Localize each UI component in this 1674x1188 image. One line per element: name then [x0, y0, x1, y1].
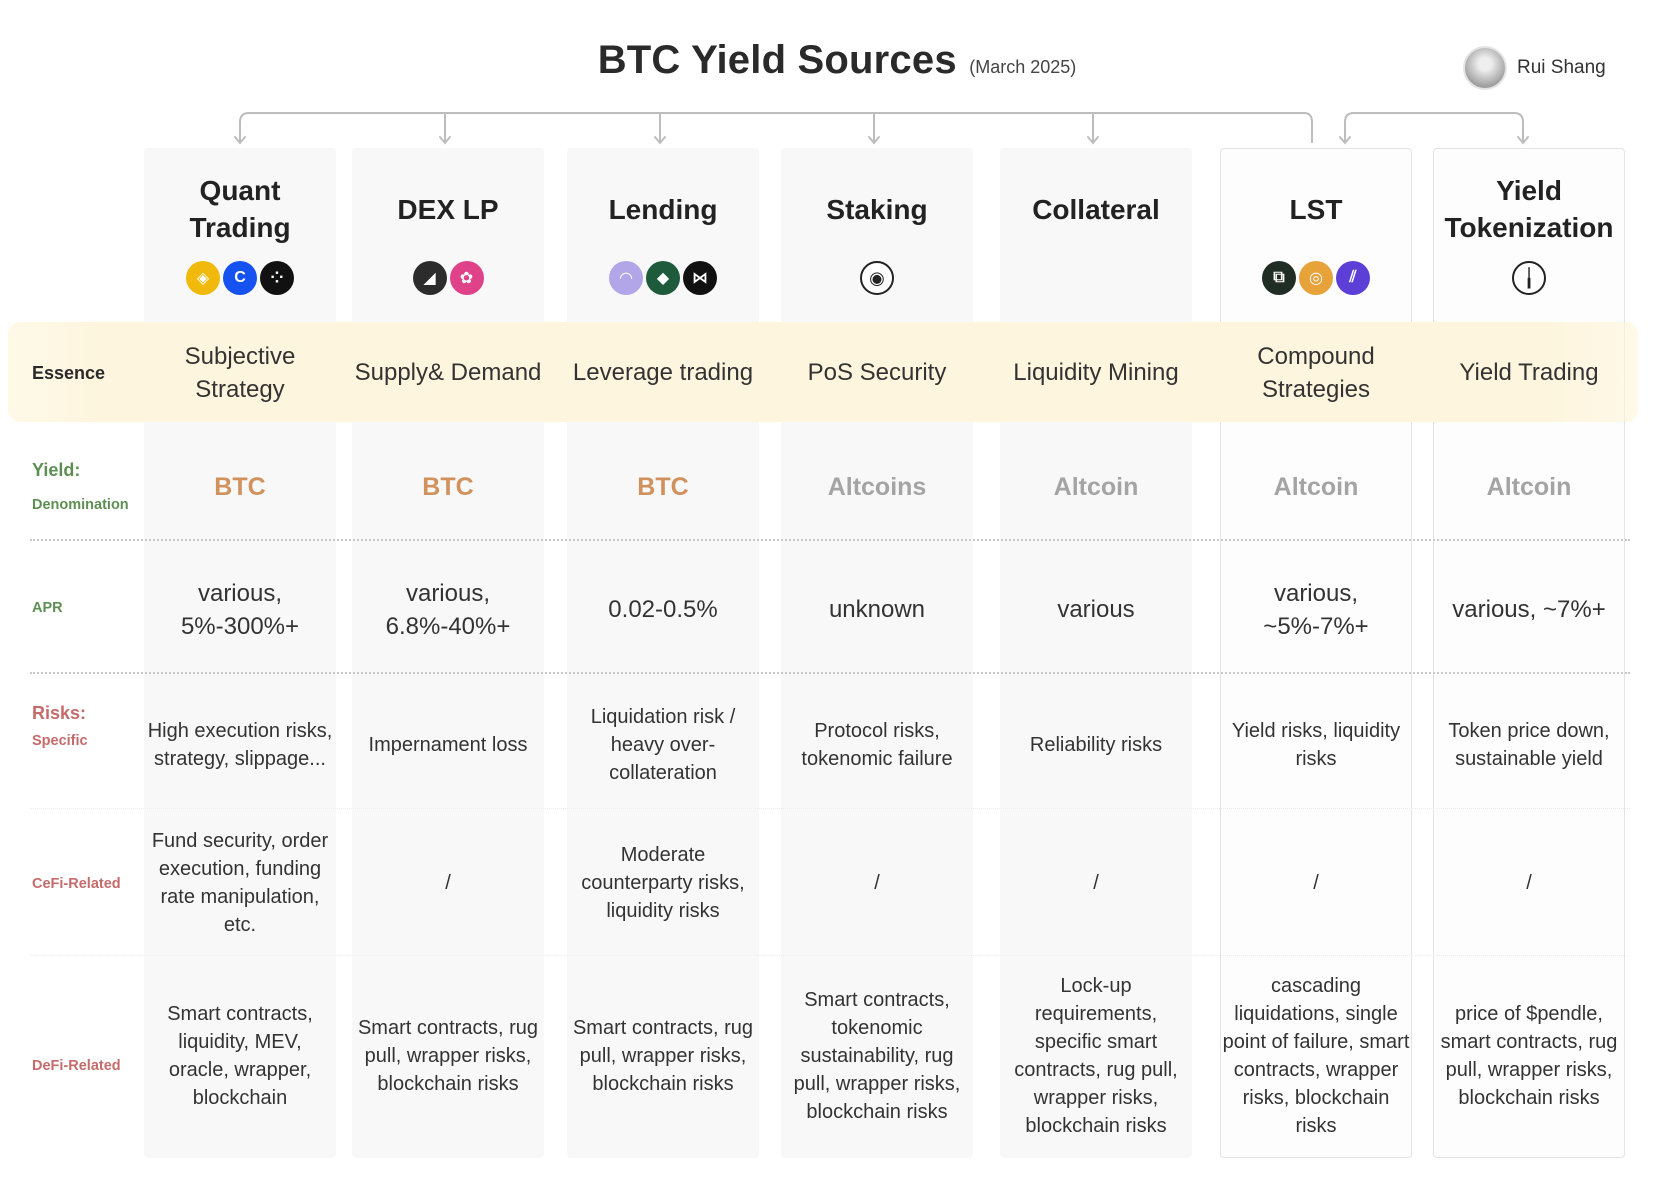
row-label-apr: APR	[32, 600, 63, 616]
denom-cell-dex-lp: BTC	[422, 472, 474, 501]
defi-cell-lst: cascading liquidations, single point of …	[1222, 975, 1410, 1137]
column-bg-lending	[567, 148, 759, 1158]
column-bg-collateral	[1000, 148, 1192, 1158]
row-label-essence: Essence	[32, 363, 106, 383]
essence-cell-dex-lp: Supply& Demand	[354, 359, 542, 387]
row-divider	[30, 539, 1630, 541]
okx-icon: ⁘	[260, 261, 294, 295]
apr-cell-collateral: various	[1057, 596, 1135, 624]
pendle-icon: ╽	[1512, 261, 1546, 295]
uniswap-icon: ✿	[449, 261, 484, 295]
specific-cell-dex-lp: Impernament loss	[368, 734, 528, 756]
column-header-quant-trading: Quant Trading	[189, 175, 291, 243]
staking-protocol-icon: ◉	[860, 261, 894, 295]
specific-cell-collateral: Reliability risks	[1029, 734, 1163, 756]
defi-cell-yield-tokenization: price of $pendle, smart contracts, rug p…	[1440, 1003, 1618, 1109]
denom-cell-staking: Altcoins	[827, 472, 927, 501]
column-bg-quant	[144, 148, 336, 1158]
essence-cell-lst: Compound Strategies	[1257, 342, 1375, 403]
page-title: BTC Yield Sources	[597, 38, 957, 82]
row-label-cefi: CeFi-Related	[32, 876, 121, 892]
cefi-cell-lending: Moderate counterparty risks, liquidity r…	[581, 844, 745, 922]
cefi-cell-yield-tokenization: /	[1526, 872, 1532, 894]
row-divider	[30, 808, 1630, 809]
page-header: BTC Yield Sources (March 2025)	[0, 38, 1674, 83]
specific-cell-quant-trading: High execution risks, strategy, slippage…	[147, 720, 333, 770]
author-credit: Rui Shang	[1463, 46, 1606, 90]
column-bg-yield-tokenization	[1433, 148, 1625, 1158]
defi-cell-staking: Smart contracts, tokenomic sustainabilit…	[793, 989, 961, 1123]
row-label-denomination: Denomination	[32, 497, 129, 513]
specific-cell-staking: Protocol risks, tokenomic failure	[801, 720, 953, 770]
defi-cell-dex-lp: Smart contracts, rug pull, wrapper risks…	[357, 1017, 539, 1095]
row-divider	[30, 672, 1630, 674]
logo-group-lst: ⧉ ◎ ⫽	[1218, 260, 1414, 296]
column-header-yield-tokenization: Yield Tokenization	[1444, 175, 1614, 243]
column-bg-staking	[781, 148, 973, 1158]
specific-cell-lst: Yield risks, liquidity risks	[1231, 720, 1401, 770]
cefi-cell-quant-trading: Fund security, order execution, funding …	[151, 830, 329, 936]
row-label-specific: Specific	[32, 733, 88, 749]
lst-orange-icon: ◎	[1299, 261, 1333, 295]
essence-band	[8, 322, 1638, 422]
specific-cell-lending: Liquidation risk / heavy over-collaterat…	[590, 706, 736, 784]
row-label-yield: Yield:	[32, 460, 81, 480]
specific-cell-yield-tokenization: Token price down, sustainable yield	[1448, 720, 1610, 770]
column-header-lst: LST	[1289, 193, 1343, 225]
essence-cell-lending: Leverage trading	[572, 359, 754, 387]
avatar	[1463, 46, 1507, 90]
lending-butterfly-icon: ⋈	[683, 261, 717, 295]
logo-group-yield-tokenization: ╽	[1431, 260, 1627, 296]
column-header-collateral: Collateral	[1032, 193, 1160, 225]
row-label-risks: Risks:	[32, 703, 87, 723]
logo-group-dex-lp: ◢ ✿	[350, 260, 546, 296]
cefi-cell-dex-lp: /	[445, 872, 451, 894]
lst-purple-icon: ⫽	[1336, 261, 1370, 295]
defi-cell-quant-trading: Smart contracts, liquidity, MEV, oracle,…	[167, 1003, 313, 1109]
column-header-staking: Staking	[826, 193, 928, 225]
denom-cell-quant-trading: BTC	[214, 472, 266, 501]
essence-cell-yield-tokenization: Yield Trading	[1459, 359, 1599, 387]
apr-cell-yield-tokenization: various, ~7%+	[1452, 596, 1606, 624]
cefi-cell-lst: /	[1313, 872, 1319, 894]
bracket-connectors	[234, 112, 1529, 145]
denom-cell-collateral: Altcoin	[1053, 472, 1139, 501]
apr-cell-lst: various, ~5%-7%+	[1263, 579, 1369, 640]
column-bg-lst	[1220, 148, 1412, 1158]
page-subtitle: (March 2025)	[969, 57, 1077, 77]
lending-purple-icon: ◠	[609, 261, 643, 295]
cefi-cell-staking: /	[874, 872, 880, 894]
essence-cell-collateral: Liquidity Mining	[1013, 359, 1179, 387]
essence-cell-staking: PoS Security	[807, 359, 947, 387]
binance-icon: ◈	[186, 261, 220, 295]
defi-cell-collateral: Lock-up requirements, specific smart con…	[1014, 975, 1178, 1137]
denom-cell-lending: BTC	[637, 472, 689, 501]
coinbase-icon: C	[223, 261, 257, 295]
cefi-cell-collateral: /	[1093, 872, 1099, 894]
row-divider	[30, 955, 1630, 956]
logo-group-staking: ◉	[779, 260, 975, 296]
defi-cell-lending: Smart contracts, rug pull, wrapper risks…	[572, 1017, 754, 1095]
apr-cell-quant-trading: various, 5%-300%+	[180, 579, 300, 640]
denom-cell-yield-tokenization: Altcoin	[1486, 472, 1572, 501]
essence-cell-quant-trading: Subjective Strategy	[184, 342, 296, 403]
apr-cell-lending: 0.02-0.5%	[608, 596, 718, 624]
apr-cell-staking: unknown	[828, 596, 926, 624]
column-header-dex-lp: DEX LP	[397, 193, 499, 225]
column-bg-dex	[352, 148, 544, 1158]
lending-green-icon: ◆	[646, 261, 680, 295]
logo-group-quant-trading: ◈ C ⁘	[142, 260, 338, 296]
dex-black-icon: ◢	[412, 261, 447, 295]
lst-dark-icon: ⧉	[1262, 261, 1296, 295]
apr-cell-dex-lp: various, 6.8%-40%+	[385, 579, 511, 640]
column-header-lending: Lending	[608, 193, 718, 225]
denom-cell-lst: Altcoin	[1273, 472, 1359, 501]
author-name: Rui Shang	[1517, 57, 1606, 78]
logo-group-lending: ◠ ◆ ⋈	[565, 260, 761, 296]
row-label-defi: DeFi-Related	[32, 1058, 121, 1074]
